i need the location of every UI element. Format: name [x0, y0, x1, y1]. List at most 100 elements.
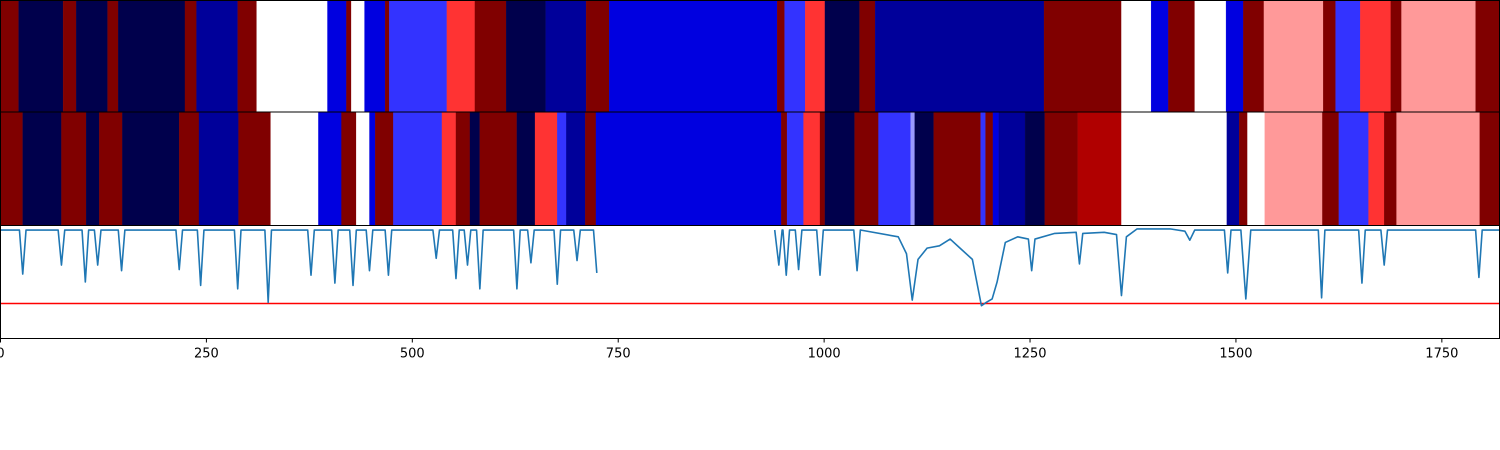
band-segment: [1384, 111, 1397, 226]
x-tick-label: 1250: [1013, 347, 1046, 362]
band-segment: [824, 0, 860, 113]
band-segment: [786, 111, 804, 226]
band-segment: [270, 111, 319, 226]
band-segment: [824, 111, 855, 226]
band-segment: [61, 111, 87, 226]
band-segment: [375, 111, 394, 226]
band-segment: [784, 0, 806, 113]
band-segment: [62, 0, 77, 113]
band-segment: [351, 0, 365, 113]
band-segment: [1401, 0, 1476, 113]
band-segment: [1168, 0, 1195, 113]
band-segment: [1264, 111, 1323, 226]
band-segment: [99, 111, 123, 226]
band-segment: [933, 111, 981, 226]
band-segment: [1475, 0, 1500, 113]
band-segment: [318, 111, 342, 226]
band-segment: [1479, 111, 1500, 226]
band-segment: [585, 111, 597, 226]
band-segment: [1024, 111, 1046, 226]
x-tick-label: 0: [0, 347, 5, 362]
band-segment: [393, 111, 443, 226]
band-segment: [557, 111, 567, 226]
band-segment: [1396, 111, 1480, 226]
band-segment: [1150, 0, 1169, 113]
band-segment: [18, 0, 64, 113]
band-segment: [364, 0, 386, 113]
band-segment: [506, 0, 546, 113]
band-segment: [122, 111, 180, 226]
band-segment: [803, 111, 821, 226]
panel-frame: [0, 225, 1500, 339]
band-segment: [196, 0, 238, 113]
band-segment: [369, 111, 376, 226]
band-segment: [1194, 0, 1227, 113]
x-tick-label: 1750: [1425, 347, 1458, 362]
band-segment: [1044, 111, 1078, 226]
band-segment: [1338, 111, 1369, 226]
band-segment: [1390, 0, 1402, 113]
x-tick-label: 1000: [808, 347, 841, 362]
band-segment: [1121, 0, 1152, 113]
band-segment: [1360, 0, 1391, 113]
band-segment: [534, 111, 558, 226]
band-segment: [566, 111, 586, 226]
band-segment: [446, 0, 476, 113]
band-segment: [86, 111, 100, 226]
band-segment: [1263, 0, 1324, 113]
band-segment: [1239, 111, 1248, 226]
band-segment: [998, 111, 1026, 226]
band-segment: [1323, 0, 1336, 113]
band-segment: [859, 0, 876, 113]
band-segment: [238, 111, 271, 226]
band-segment: [346, 0, 352, 113]
band-segment: [256, 0, 328, 113]
band-segment: [914, 111, 934, 226]
band-segment: [992, 111, 999, 226]
band-segment: [585, 0, 610, 113]
band-segment: [781, 111, 788, 226]
band-segment: [1243, 0, 1265, 113]
band-segment: [516, 111, 536, 226]
band-segment: [0, 0, 19, 113]
band-segment: [875, 0, 1045, 113]
band-segment: [1077, 111, 1122, 226]
band-segment: [1335, 0, 1361, 113]
band-segment: [1226, 111, 1240, 226]
x-tick-label: 750: [606, 347, 631, 362]
band-segment: [1121, 111, 1228, 226]
band-segment: [384, 0, 390, 113]
band-segment: [441, 111, 457, 226]
band-segment: [980, 111, 986, 226]
band-segment: [198, 111, 239, 226]
band-segment: [389, 0, 448, 113]
band-segment: [474, 0, 507, 113]
data-line: [0, 228, 1500, 307]
band-segment: [341, 111, 357, 226]
band-segment: [595, 111, 782, 226]
band-segment: [1322, 111, 1340, 226]
band-segment: [22, 111, 62, 226]
band-segment: [0, 111, 23, 226]
band-segment: [479, 111, 518, 226]
band-segment: [609, 0, 778, 113]
band-segment: [910, 111, 915, 226]
band-segment: [455, 111, 471, 226]
x-tick-label: 500: [400, 347, 425, 362]
band-segment: [76, 0, 108, 113]
band-segment: [985, 111, 994, 226]
band-segment: [805, 0, 826, 113]
band-segment: [1368, 111, 1385, 226]
band-segment: [545, 0, 587, 113]
band-segment: [878, 111, 911, 226]
band-segment: [819, 111, 826, 226]
band-segment: [179, 111, 200, 226]
band-segment: [327, 0, 347, 113]
x-tick-label: 1500: [1219, 347, 1252, 362]
band-segment: [356, 111, 370, 226]
band-segment: [107, 0, 119, 113]
band-segment: [184, 0, 197, 113]
band-segment: [118, 0, 186, 113]
